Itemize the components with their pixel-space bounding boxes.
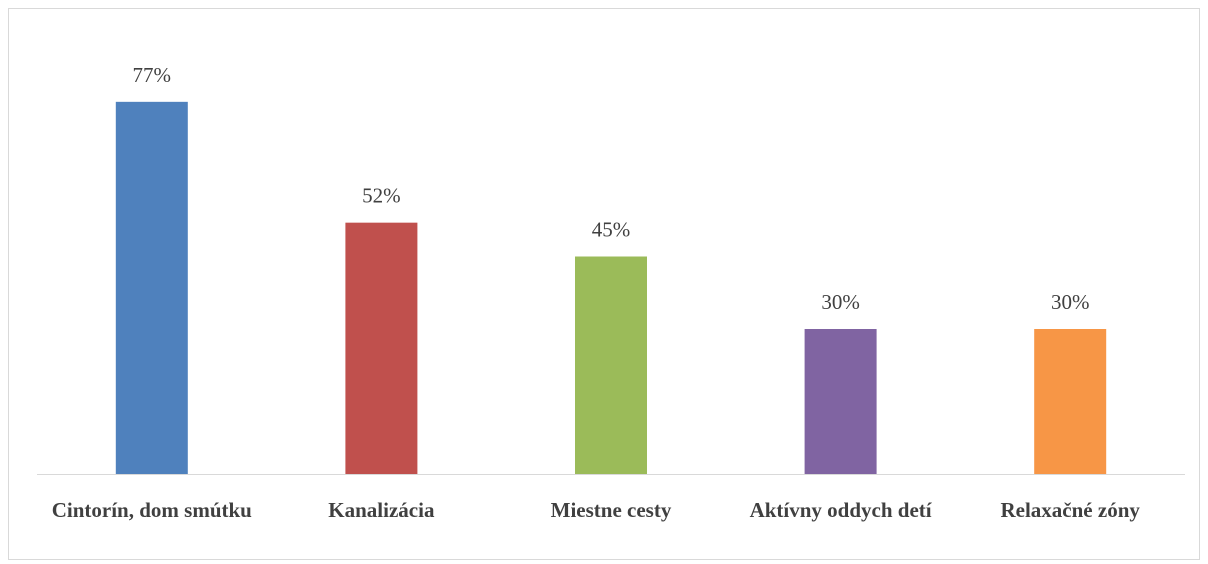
x-tick-label: Kanalizácia	[328, 498, 435, 522]
x-tick-label: Aktívny oddych detí	[749, 498, 932, 522]
bar	[575, 256, 647, 474]
x-tick-label: Relaxačné zóny	[1000, 498, 1140, 522]
bar	[345, 222, 418, 474]
data-label: 77%	[133, 63, 172, 87]
x-tick-label: Cintorín, dom smútku	[51, 498, 252, 522]
bar	[115, 101, 188, 474]
chart-border	[8, 8, 1200, 560]
data-label: 30%	[821, 290, 860, 314]
bar	[804, 329, 877, 474]
data-label: 30%	[1051, 290, 1090, 314]
bar	[1034, 329, 1107, 474]
x-tick-label: Miestne cesty	[550, 498, 672, 522]
data-label: 52%	[362, 184, 401, 208]
data-label: 45%	[592, 218, 631, 242]
